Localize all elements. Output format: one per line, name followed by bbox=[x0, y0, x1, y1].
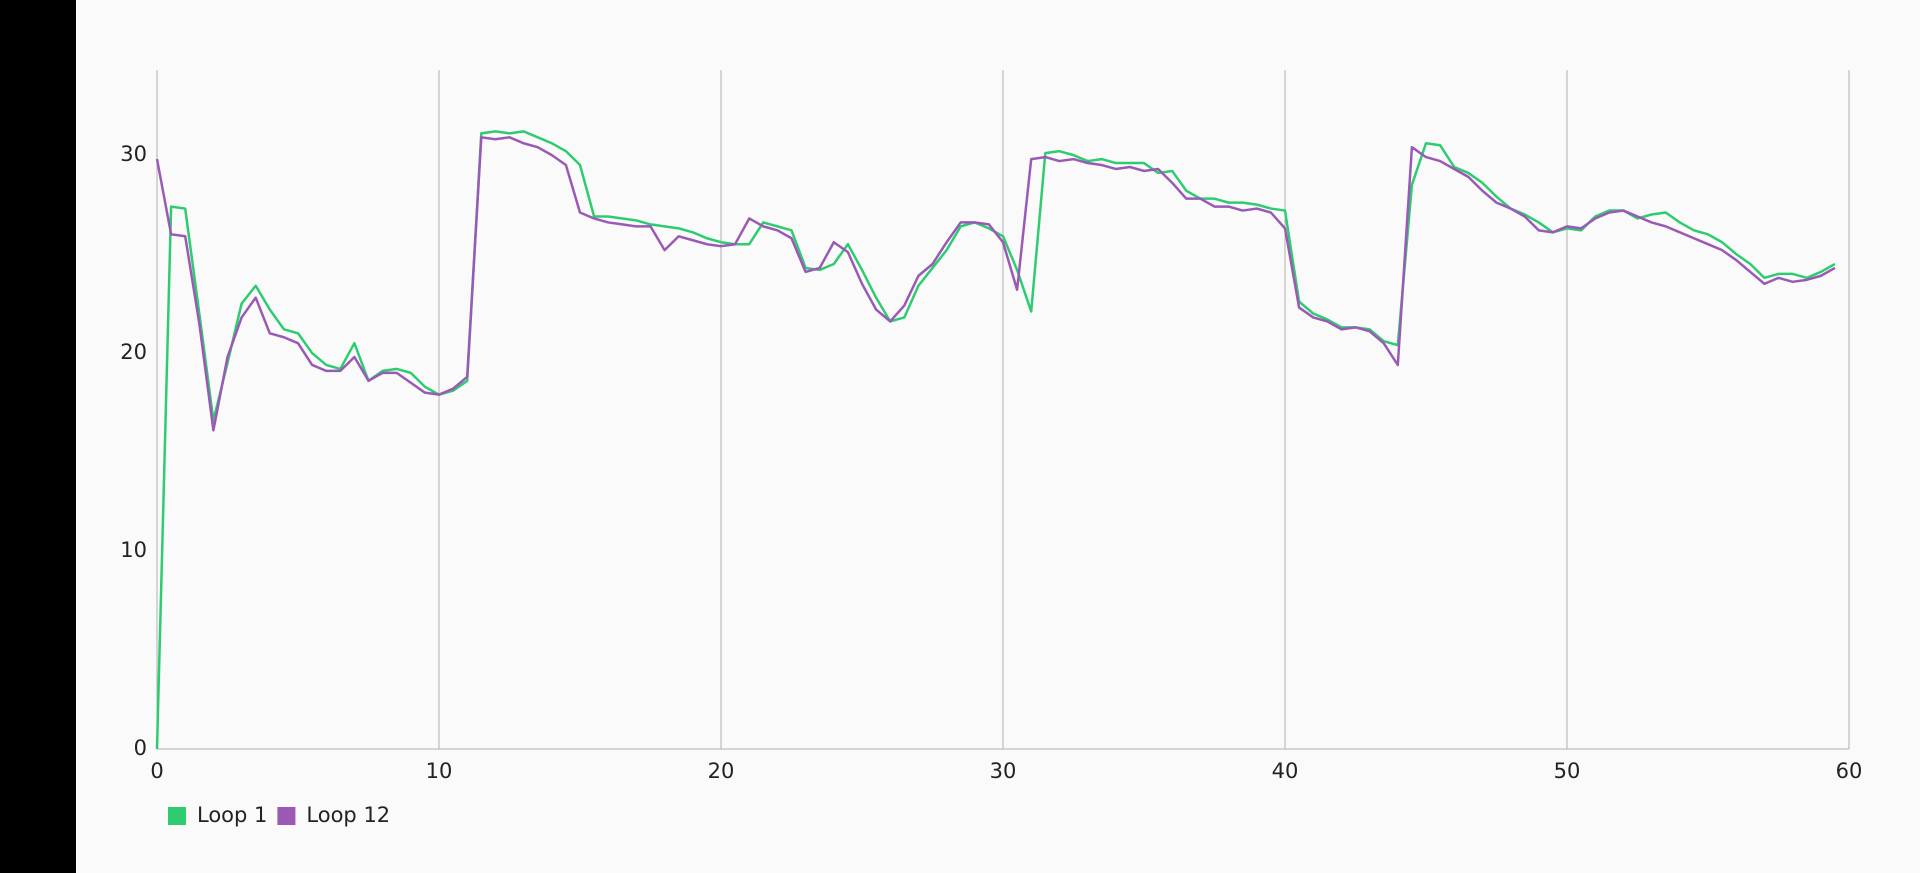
y-tick-label: 30 bbox=[120, 142, 147, 166]
x-tick-label: 50 bbox=[1554, 759, 1581, 783]
y-tick-label: 10 bbox=[120, 538, 147, 562]
legend-label: Loop 1 bbox=[197, 803, 267, 827]
legend-swatch bbox=[168, 807, 186, 825]
x-tick-label: 40 bbox=[1272, 759, 1299, 783]
x-tick-label: 20 bbox=[708, 759, 735, 783]
sidebar bbox=[0, 0, 76, 873]
legend-swatch bbox=[277, 807, 296, 825]
series-line bbox=[155, 136, 1836, 432]
x-tick-label: 30 bbox=[990, 759, 1017, 783]
x-tick-label: 10 bbox=[426, 759, 453, 783]
series-line bbox=[155, 130, 1836, 750]
y-tick-label: 0 bbox=[134, 736, 147, 760]
y-tick-label: 20 bbox=[120, 340, 147, 364]
x-tick-label: 60 bbox=[1836, 759, 1863, 783]
x-tick-label: 0 bbox=[150, 759, 163, 783]
legend-label: Loop 12 bbox=[306, 803, 390, 827]
